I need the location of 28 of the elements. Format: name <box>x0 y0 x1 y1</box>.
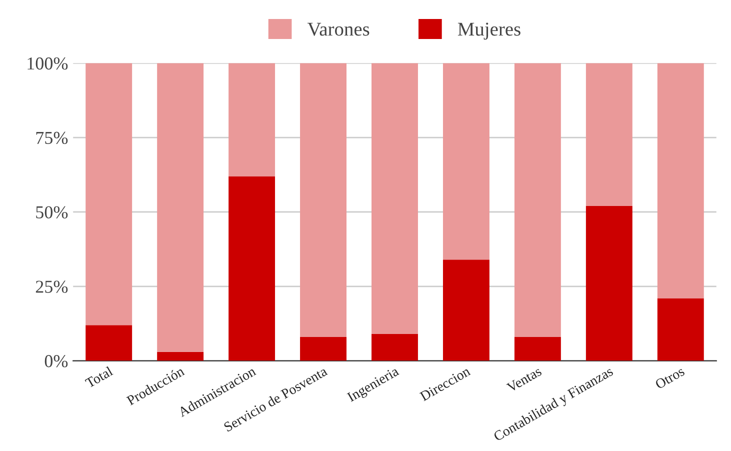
x-tick-label: Total <box>84 366 114 388</box>
y-tick-label: 75% <box>36 132 68 144</box>
bar <box>586 63 632 206</box>
bar <box>372 63 418 334</box>
bar <box>442 63 490 260</box>
bar <box>657 298 704 361</box>
bar <box>514 336 561 361</box>
bar <box>586 206 632 361</box>
y-tick-label: 0% <box>44 355 68 368</box>
bar <box>86 63 132 326</box>
bar <box>228 176 276 361</box>
bar <box>514 63 561 337</box>
y-tick-label: 100% <box>28 57 68 70</box>
bar <box>228 63 276 176</box>
bar <box>300 63 346 337</box>
bar <box>442 260 490 361</box>
legend-label: Varones <box>307 22 370 36</box>
legend-label: Mujeres <box>458 22 520 40</box>
x-tick-label: Otros <box>654 366 686 390</box>
bar <box>657 63 704 298</box>
x-tick-label: Ventas <box>506 366 542 393</box>
bar <box>372 334 418 361</box>
bar <box>86 325 132 361</box>
bar <box>157 63 204 352</box>
bar <box>300 336 346 361</box>
bar <box>157 352 204 361</box>
y-tick-label: 25% <box>36 280 68 293</box>
y-tick-label: 50% <box>36 206 68 218</box>
